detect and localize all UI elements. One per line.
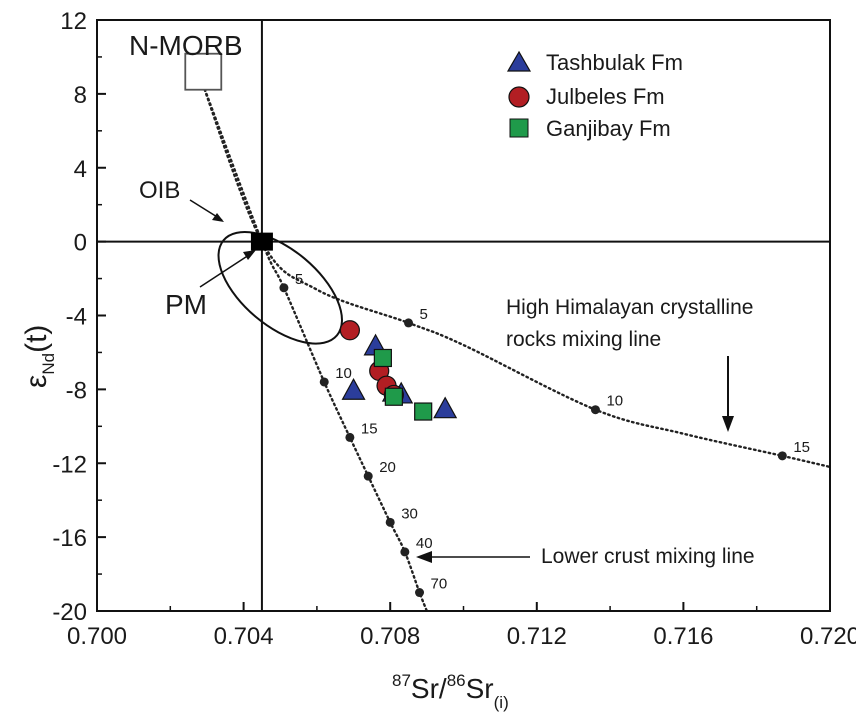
lower-crust-tick-dot	[319, 377, 329, 387]
lower-crust-tick-label: 20	[379, 459, 396, 476]
x-axis-title: 87Sr/86Sr(i)	[392, 671, 509, 712]
ganjibay-point	[373, 348, 392, 368]
lower-crust-tick-dot	[415, 588, 425, 598]
mixing-tick-marks: 5 10 15 5 10 15 20 30 40 70	[279, 271, 810, 598]
lower-crust-tick-dot	[385, 517, 395, 527]
lower-crust-tick-dot	[400, 547, 410, 557]
axis-ticks: 0.700 0.704 0.708 0.712 0.716 0.72012840-4-8-…	[52, 8, 856, 650]
hhc-tick-label: 10	[606, 393, 623, 410]
x-axis-title-sr-slash: Sr/	[411, 673, 447, 704]
x-axis-title-sup-86: 86	[447, 671, 466, 690]
julbeles-point	[339, 320, 360, 341]
y-tick-label: -20	[52, 599, 87, 626]
legend: Tashbulak Fm Julbeles Fm Ganjibay Fm	[506, 50, 683, 141]
pm-arrow-line	[199, 252, 253, 288]
y-tick-label: -8	[66, 377, 87, 404]
legend-marker-julbeles	[508, 86, 530, 108]
y-tick-label: 8	[74, 82, 87, 109]
y-tick-label: 12	[60, 8, 87, 35]
x-tick-label: 0.700	[67, 623, 127, 650]
legend-label-ganjibay: Ganjibay Fm	[546, 116, 671, 141]
n-morb-label: N-MORB	[129, 30, 243, 61]
y-axis-title-epsilon: ε	[20, 375, 53, 388]
legend-label-tashbulak: Tashbulak Fm	[546, 50, 683, 75]
pm-square-marker	[250, 232, 273, 251]
lower-crust-tick-dot	[345, 432, 355, 442]
oib-label: OIB	[139, 177, 180, 204]
lower-crust-tick-label: 15	[361, 420, 378, 437]
y-tick-label: 4	[74, 156, 87, 183]
hhc-tick-dot	[590, 405, 600, 415]
oib-field-ellipse	[217, 231, 343, 345]
lower-crust-mixing-label: Lower crust mixing line	[541, 545, 755, 568]
pm-label: PM	[165, 289, 207, 320]
y-tick-label: -12	[52, 451, 87, 478]
x-tick-label: 0.712	[507, 623, 567, 650]
hhc-tick-label: 5	[420, 306, 428, 323]
hhc-tick-label: 15	[793, 439, 810, 456]
x-tick-label: 0.708	[360, 623, 420, 650]
lower-crust-tick-label: 5	[295, 271, 303, 288]
hhc-mixing-label-line1: High Himalayan crystalline	[506, 296, 753, 319]
data-points	[339, 320, 458, 421]
x-axis-title-sup-87: 87	[392, 671, 411, 690]
hhc-tick-dot	[404, 318, 414, 328]
lower-crust-tick-dot	[279, 283, 289, 293]
lower-crust-tick-label: 30	[401, 505, 418, 522]
lower-crust-tick-label: 40	[416, 535, 433, 552]
x-axis-title-sr: Sr	[466, 673, 494, 704]
y-tick-label: 0	[74, 230, 87, 257]
lower-crust-tick-label: 70	[431, 576, 448, 593]
y-axis-title: εNd(t)	[20, 325, 58, 388]
legend-label-julbeles: Julbeles Fm	[546, 84, 665, 109]
legend-marker-ganjibay	[509, 118, 529, 138]
y-axis-title-sub-nd: Nd	[39, 353, 58, 375]
hhc-mixing-label-line2: rocks mixing line	[506, 328, 661, 351]
x-tick-label: 0.720	[800, 623, 856, 650]
tashbulak-point	[433, 396, 458, 419]
oib-arrow-head	[212, 213, 224, 222]
lower-crust-arrow-head	[416, 551, 432, 563]
x-tick-label: 0.716	[653, 623, 713, 650]
ganjibay-point	[414, 402, 433, 421]
legend-marker-tashbulak	[506, 50, 532, 72]
x-tick-label: 0.704	[214, 623, 274, 650]
n-morb-box	[184, 52, 223, 91]
tashbulak-point	[341, 377, 366, 400]
ganjibay-point	[384, 387, 403, 406]
lower-crust-tick-label: 10	[335, 365, 352, 382]
pm-arrow-head	[243, 250, 256, 260]
x-axis-title-sub-i: (i)	[494, 693, 509, 712]
y-tick-label: -4	[66, 304, 87, 331]
hhc-tick-dot	[777, 451, 787, 461]
lower-crust-tick-dot	[363, 471, 373, 481]
y-axis-title-t: (t)	[20, 325, 53, 353]
y-tick-label: -16	[52, 525, 87, 552]
hhc-arrow-head	[722, 416, 734, 432]
